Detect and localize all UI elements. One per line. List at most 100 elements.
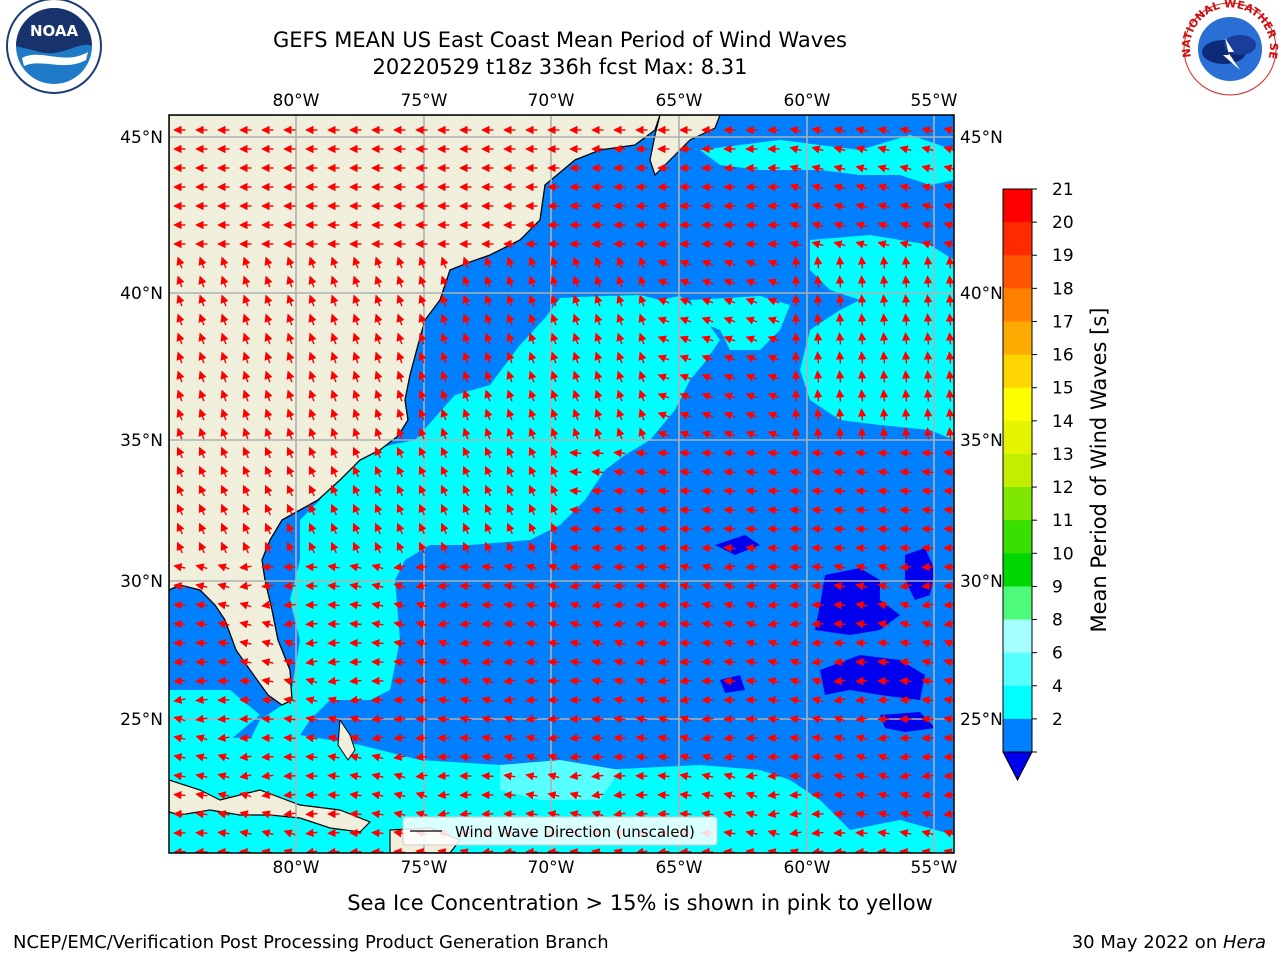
wind-wave-arrow	[195, 753, 208, 762]
wind-wave-arrow	[528, 389, 537, 402]
wind-wave-arrow	[635, 696, 648, 705]
period-4-6-region-north	[700, 135, 954, 185]
wind-wave-arrow	[791, 294, 801, 307]
wind-wave-arrow	[877, 563, 890, 572]
wind-wave-arrow	[550, 522, 559, 535]
wind-wave-arrow	[833, 734, 846, 743]
wind-wave-arrow	[921, 126, 934, 135]
wind-wave-arrow	[415, 695, 428, 705]
wind-wave-arrow	[261, 771, 274, 781]
wind-wave-arrow	[767, 411, 780, 420]
wind-wave-arrow	[415, 581, 428, 590]
wind-wave-arrow	[789, 733, 802, 743]
wind-wave-arrow	[921, 164, 934, 173]
wind-wave-arrow	[835, 256, 845, 269]
wind-wave-arrow	[789, 600, 802, 610]
nws-ring-text: NATIONAL WEATHER SERVICE	[0, 0, 1280, 60]
wind-wave-arrow	[591, 771, 604, 781]
wind-wave-arrow	[613, 600, 626, 610]
wind-wave-arrow	[484, 389, 493, 402]
wind-wave-arrow	[657, 524, 670, 534]
wind-wave-arrow	[217, 582, 230, 591]
wind-wave-arrow	[352, 389, 361, 402]
wind-wave-arrow	[855, 753, 868, 762]
colorbar-tick-label: 6	[1052, 644, 1063, 664]
wind-wave-arrow	[242, 294, 251, 307]
wind-wave-arrow	[877, 582, 890, 591]
wind-wave-arrow	[835, 275, 845, 288]
wind-wave-arrow	[857, 332, 867, 345]
wind-wave-arrow	[591, 600, 604, 609]
wind-wave-arrow	[418, 408, 427, 421]
wind-wave-arrow	[176, 370, 185, 383]
wind-wave-arrow	[418, 484, 427, 497]
wind-wave-arrow	[440, 446, 449, 459]
wind-wave-arrow	[569, 752, 582, 761]
wind-wave-arrow	[569, 620, 582, 629]
wind-wave-arrow	[767, 790, 780, 799]
wind-wave-arrow	[811, 696, 824, 705]
wind-wave-arrow	[462, 541, 471, 554]
wind-wave-arrow	[635, 467, 648, 477]
wind-wave-arrow	[789, 524, 802, 534]
wind-wave-arrow	[239, 810, 252, 819]
wind-wave-arrow	[901, 370, 911, 383]
wind-wave-arrow	[352, 484, 361, 497]
wind-wave-arrow	[396, 256, 405, 269]
wind-wave-arrow	[921, 524, 934, 534]
wind-wave-arrow	[396, 313, 405, 326]
wind-wave-arrow	[833, 715, 846, 724]
wind-wave-arrow	[813, 275, 823, 288]
wind-wave-arrow	[528, 332, 537, 345]
wind-wave-arrow	[459, 752, 472, 762]
wind-wave-arrow	[791, 275, 801, 288]
wind-wave-arrow	[811, 715, 824, 724]
wind-wave-arrow	[811, 581, 824, 591]
wind-wave-arrow	[745, 448, 758, 458]
wind-wave-arrow	[745, 752, 758, 762]
wind-wave-arrow	[923, 275, 933, 288]
wind-wave-arrow	[635, 715, 648, 724]
wind-wave-arrow	[921, 562, 934, 572]
wind-wave-arrow	[371, 563, 384, 572]
wind-wave-arrow	[261, 790, 274, 799]
wind-wave-arrow	[767, 354, 780, 363]
wind-wave-arrow	[899, 240, 912, 249]
wind-wave-arrow	[176, 294, 185, 307]
wind-wave-arrow	[877, 810, 890, 819]
wind-wave-arrow	[327, 676, 340, 685]
wind-wave-arrow	[616, 370, 625, 383]
wind-wave-arrow	[877, 183, 890, 192]
colorbar-segment	[1003, 420, 1032, 455]
wind-wave-arrow	[569, 524, 582, 534]
wind-wave-arrow	[923, 256, 933, 269]
wind-wave-arrow	[283, 848, 296, 853]
wind-wave-arrow	[261, 600, 274, 609]
wind-wave-arrow	[855, 524, 868, 534]
wind-wave-arrow	[899, 467, 912, 477]
wind-wave-arrow	[176, 389, 185, 402]
wind-wave-arrow	[481, 581, 494, 591]
wind-wave-arrow	[811, 240, 824, 249]
wind-wave-arrow	[374, 522, 383, 535]
wind-wave-arrow	[594, 389, 603, 402]
wind-wave-arrow	[877, 733, 890, 742]
wind-wave-arrow	[877, 505, 890, 515]
wind-wave-arrow	[921, 677, 934, 686]
wind-wave-arrow	[330, 446, 339, 459]
wind-wave-arrow	[901, 389, 911, 402]
wind-wave-arrow	[459, 658, 472, 667]
wind-wave-arrow	[835, 313, 845, 326]
wind-wave-arrow	[657, 734, 670, 743]
wind-wave-arrow	[745, 297, 758, 306]
wind-wave-arrow	[855, 240, 868, 249]
wind-wave-arrow	[371, 753, 384, 762]
wind-wave-arrow	[616, 275, 625, 288]
credit-text: NCEP/EMC/Verification Post Processing Pr…	[13, 932, 609, 953]
sea-ice-note: Sea Ice Concentration > 15% is shown in …	[347, 891, 933, 915]
wind-wave-arrow	[791, 256, 801, 269]
wind-wave-arrow	[945, 313, 954, 326]
wind-wave-arrow	[503, 772, 516, 781]
wind-wave-arrow	[308, 427, 317, 440]
wind-wave-arrow	[547, 563, 560, 572]
